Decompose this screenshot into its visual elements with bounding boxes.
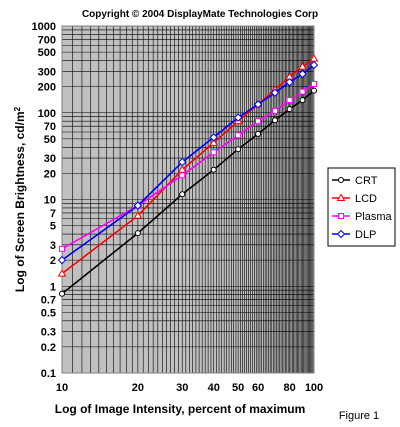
- y-axis-label-text: Log of Screen Brightness, cd/m: [13, 111, 27, 292]
- data-point-lcd: [177, 165, 187, 173]
- data-point-plasma: [286, 97, 293, 104]
- data-point-dlp: [233, 113, 243, 122]
- data-point-plasma: [235, 132, 242, 139]
- data-point-plasma: [210, 149, 217, 156]
- copyright-text: Copyright © 2004 DisplayMate Technologie…: [82, 9, 318, 20]
- series-crt: [59, 87, 317, 297]
- legend-label-plasma: Plasma: [355, 211, 393, 223]
- data-point-plasma: [299, 88, 306, 95]
- plot-border: [61, 25, 315, 374]
- y-tick-label: 1: [50, 281, 56, 293]
- y-tick-label: 200: [38, 82, 56, 94]
- y-tick-label: 700: [38, 34, 56, 46]
- data-point-dlp: [298, 69, 307, 79]
- data-point-plasma: [179, 172, 186, 179]
- data-point-dlp: [178, 157, 187, 167]
- y-tick-label: 500: [38, 47, 56, 59]
- x-tick-label: 10: [56, 382, 68, 394]
- series-line-dlp: [61, 64, 315, 261]
- data-point-crt: [210, 166, 217, 173]
- y-tick-label: 30: [44, 153, 56, 165]
- data-point-plasma: [271, 107, 278, 114]
- data-point-crt: [299, 97, 306, 104]
- y-tick-label: 2: [50, 255, 56, 267]
- data-point-lcd: [209, 138, 219, 146]
- legend-label-lcd: LCD: [355, 193, 377, 205]
- data-point-crt: [255, 130, 262, 137]
- x-tick-label: 50: [232, 382, 244, 394]
- data-point-crt: [179, 191, 186, 198]
- legend-marker-dlp: [336, 229, 346, 239]
- y-tick-label: 3: [50, 240, 56, 252]
- data-point-crt: [235, 146, 242, 153]
- data-point-dlp: [309, 60, 319, 70]
- x-tick-labels: 10 20 30 40 50 60 80 100: [56, 382, 323, 394]
- legend-item-dlp: DLP: [332, 229, 376, 241]
- data-point-crt: [271, 117, 278, 124]
- data-point-crt: [59, 290, 65, 297]
- y-tick-label: 0.2: [41, 342, 56, 354]
- data-point-dlp: [209, 133, 218, 142]
- x-tick-label: 30: [176, 382, 188, 394]
- data-point-lcd: [133, 211, 143, 219]
- data-point-dlp: [270, 88, 280, 97]
- series-line-plasma: [61, 83, 315, 250]
- legend-label-crt: CRT: [355, 175, 378, 187]
- data-point-plasma: [59, 245, 65, 252]
- y-tick-label: 300: [38, 66, 56, 78]
- y-axis-label-superscript: 2: [13, 106, 22, 111]
- legend-marker-plasma: [338, 213, 344, 219]
- legend-item-plasma: Plasma: [332, 211, 393, 223]
- y-tick-label: 1000: [32, 21, 56, 33]
- legend-item-crt: CRT: [332, 175, 378, 187]
- legend-item-lcd: LCD: [332, 193, 377, 205]
- data-point-dlp: [253, 100, 263, 109]
- data-point-plasma: [255, 118, 262, 125]
- y-tick-label: 7: [50, 208, 56, 220]
- data-point-lcd: [57, 269, 67, 277]
- series-layer: [57, 54, 319, 297]
- legend-marker-crt: [338, 177, 344, 183]
- y-tick-label: 10: [44, 195, 56, 207]
- y-tick-label: 0.1: [41, 368, 56, 380]
- y-tick-label: 100: [38, 108, 56, 120]
- series-dlp: [57, 60, 319, 265]
- y-tick-label: 0.7: [41, 295, 56, 307]
- legend: CRT LCD Plasma DLP: [327, 167, 396, 247]
- x-tick-label: 40: [208, 382, 220, 394]
- data-point-lcd: [298, 62, 307, 70]
- x-tick-label: 20: [132, 382, 144, 394]
- y-tick-label: 5: [50, 221, 56, 233]
- data-point-crt: [311, 87, 317, 94]
- y-tick-label: 50: [44, 134, 56, 146]
- data-point-dlp: [57, 255, 67, 265]
- y-tick-label: 20: [44, 168, 56, 180]
- x-tick-label: 80: [283, 382, 295, 394]
- x-axis-label: Log of Image Intensity, percent of maxim…: [55, 402, 305, 416]
- x-tick-label: 60: [252, 382, 264, 394]
- x-tick-label: 100: [305, 382, 323, 394]
- data-point-crt: [286, 106, 293, 113]
- y-tick-label: 0.5: [41, 307, 56, 319]
- y-tick-label: 70: [44, 121, 56, 133]
- data-point-dlp: [133, 201, 143, 210]
- y-tick-label: 0.3: [41, 327, 56, 339]
- data-point-crt: [134, 230, 141, 237]
- figure-label: Figure 1: [339, 410, 379, 422]
- data-point-dlp: [285, 77, 294, 87]
- series-line-lcd: [61, 58, 315, 275]
- series-line-crt: [61, 89, 315, 295]
- legend-label-dlp: DLP: [355, 229, 376, 241]
- data-point-plasma: [311, 80, 317, 87]
- y-axis-label: Log of Screen Brightness, cd/m2: [13, 106, 27, 292]
- legend-marker-lcd: [336, 193, 346, 201]
